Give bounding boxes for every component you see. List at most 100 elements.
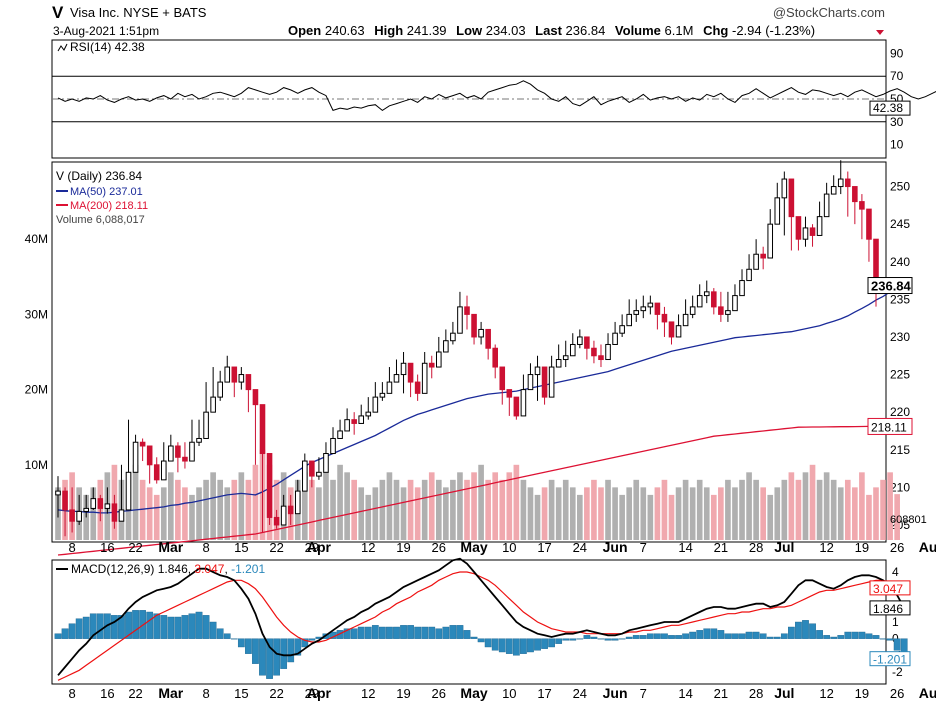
volume-bar	[520, 479, 527, 540]
volume-bar	[605, 479, 611, 540]
macd-histogram-bar	[773, 636, 781, 639]
x-axis-label: 8	[202, 540, 209, 555]
macd-histogram-bar	[583, 635, 591, 639]
macd-histogram-bar	[463, 630, 471, 639]
x-axis-label: 19	[396, 686, 410, 701]
candle-body	[562, 355, 569, 361]
x-axis-label: 28	[749, 540, 763, 555]
candle-body	[196, 437, 202, 443]
rsi-legend: RSI(14) 42.38	[57, 40, 145, 54]
quote-date: 3-Aug-2021 1:51pm	[53, 24, 159, 38]
candle-body	[513, 396, 520, 417]
candle-body	[379, 392, 386, 398]
macd-histogram-bar	[780, 633, 788, 639]
candle-body	[302, 460, 308, 492]
ma200-value-box	[867, 417, 913, 435]
candle-body	[626, 313, 632, 327]
candle-body	[273, 516, 280, 526]
last-price-label: 236.84	[871, 279, 912, 294]
macd-histogram-bar	[844, 631, 852, 639]
x-axis-label: 22	[128, 686, 142, 701]
macd-histogram-bar	[421, 626, 429, 639]
volume-bar	[210, 472, 216, 540]
candle-body	[238, 374, 245, 383]
macd-histogram-bar	[343, 628, 351, 639]
volume-bar	[837, 487, 844, 540]
macd-histogram-bar	[491, 638, 499, 651]
macd-histogram-bar	[541, 638, 548, 649]
volume-bar	[569, 487, 576, 540]
x-axis-label: 22	[269, 540, 283, 555]
ma50-line	[57, 283, 905, 514]
x-axis-label: 17	[537, 686, 551, 701]
candle-body	[739, 280, 745, 297]
x-axis-label: Apr	[307, 685, 332, 701]
volume-bar	[309, 479, 315, 540]
macd-histogram-bar	[879, 638, 887, 640]
x-axis-label: 22	[128, 540, 142, 555]
macd-histogram-bar	[534, 638, 541, 651]
x-axis-label: 24	[573, 686, 587, 701]
macd-histogram-bar	[639, 635, 647, 639]
candle-body	[485, 328, 491, 349]
ma200-value-label: 218.11	[871, 420, 907, 434]
volume-bar	[471, 472, 477, 540]
volume-bar	[555, 487, 562, 540]
candle-body	[104, 503, 111, 509]
candle-body	[393, 374, 400, 383]
candle-body	[358, 415, 365, 424]
volume-bar	[189, 494, 195, 540]
candle-body	[443, 340, 449, 353]
candle-body	[428, 362, 435, 368]
rsi-tick-label: 70	[890, 69, 904, 83]
volume-bar	[344, 472, 350, 540]
macd-histogram-bar	[371, 625, 379, 639]
volume-bar	[323, 472, 329, 540]
macd-histogram-bar	[280, 638, 288, 669]
candle-body	[90, 498, 97, 509]
volume-bar	[203, 479, 209, 540]
candle-body	[478, 328, 484, 338]
macd-legend-text: MACD(12,26,9) 1.846, 3.047, -1.201	[71, 562, 265, 576]
macd-histogram-bar	[738, 633, 746, 639]
volume-bar	[732, 487, 738, 540]
macd-histogram-bar	[505, 638, 513, 654]
price-legend-text: V (Daily) 236.84	[56, 169, 142, 183]
price-tick-label: 220	[890, 405, 910, 419]
candle-body	[746, 268, 752, 282]
volume-bar	[718, 487, 724, 540]
candle-body	[83, 507, 89, 512]
macd-histogram-bar	[569, 638, 577, 641]
x-axis-label: 12	[361, 540, 375, 555]
macd-tick-label: -2	[892, 665, 903, 679]
macd-histogram-bar	[675, 635, 682, 639]
candle-body	[323, 453, 329, 473]
macd-histogram-bar	[689, 631, 697, 639]
x-axis-label: 24	[573, 540, 587, 555]
macd-histogram-bar	[696, 630, 704, 639]
candle-body	[612, 332, 618, 345]
macd-histogram-bar	[752, 631, 760, 639]
x-axis-label: 19	[855, 540, 869, 555]
macd-histogram-bar	[865, 633, 873, 639]
candle-body	[732, 295, 738, 312]
candle-body	[125, 471, 132, 511]
candle-body	[400, 362, 407, 376]
volume-tick-label: 20M	[25, 383, 48, 397]
x-axis-label: 22	[269, 686, 283, 701]
volume-value-label: 608801	[890, 514, 927, 526]
macd-histogram-bar	[830, 636, 838, 639]
candle-body	[118, 509, 125, 522]
candle-body	[569, 343, 576, 357]
candle-body	[760, 253, 766, 259]
macd-histogram-bar	[766, 636, 774, 639]
macd-histogram-bar	[597, 638, 605, 640]
macd-histogram-bar	[562, 638, 570, 641]
volume-bar	[760, 487, 766, 540]
price-legend: V (Daily) 236.84 MA(50) 237.01 MA(200) 2…	[56, 169, 148, 226]
macd-histogram-bar	[287, 638, 295, 663]
candle-body	[696, 295, 703, 308]
macd-line	[57, 557, 905, 676]
x-axis-label: 26	[890, 540, 904, 555]
